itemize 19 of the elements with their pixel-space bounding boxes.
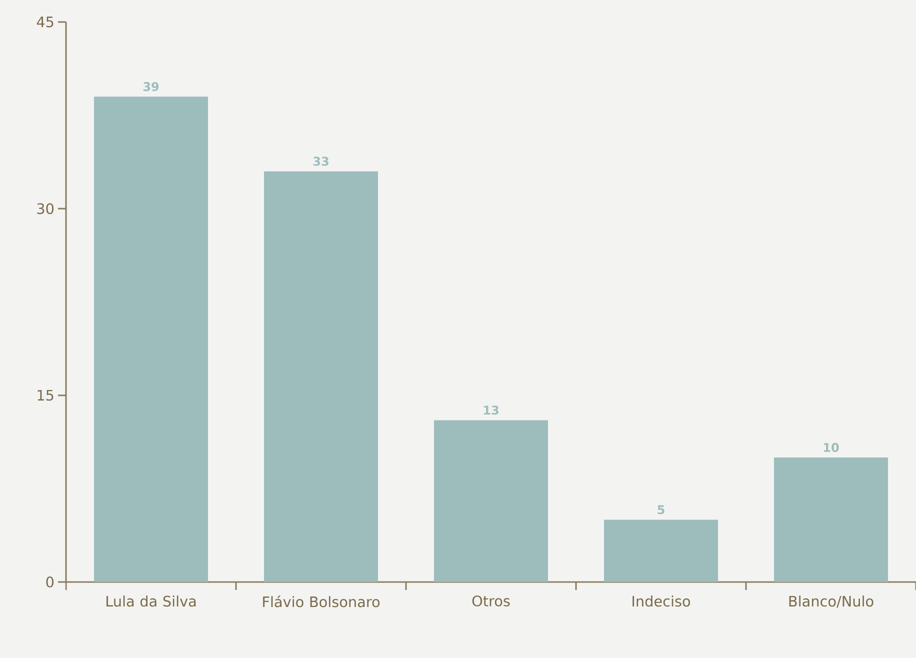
bar (774, 458, 888, 582)
y-tick-label: 45 (36, 16, 54, 28)
bar (94, 96, 208, 582)
x-tick-label: Flávio Bolsonaro (263, 596, 380, 608)
bar (604, 520, 718, 582)
bar (264, 171, 378, 582)
y-tick-label: 15 (38, 390, 54, 401)
data-label: 33 (313, 156, 328, 166)
data-label: 13 (484, 406, 498, 415)
y-tick-label: 30 (37, 203, 54, 214)
y-tick-label: 0 (46, 576, 54, 588)
bar (434, 420, 548, 582)
data-label: 5 (658, 505, 664, 514)
x-tick-label: Lula da Silva (106, 596, 196, 607)
data-label: 39 (143, 82, 159, 92)
data-label: 10 (824, 442, 839, 452)
x-tick-label: Otros (472, 596, 510, 606)
x-tick-label: Indeciso (632, 596, 690, 607)
x-tick-label: Blanco/Nulo (789, 596, 874, 608)
